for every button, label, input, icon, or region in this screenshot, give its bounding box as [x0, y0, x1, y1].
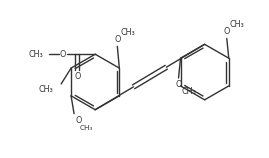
Text: CH₃: CH₃: [29, 50, 44, 59]
Text: CH₃: CH₃: [120, 28, 135, 37]
Text: O: O: [74, 72, 80, 81]
Text: CH₃: CH₃: [182, 87, 196, 96]
Text: CH₃: CH₃: [38, 85, 53, 94]
Text: O: O: [59, 50, 66, 59]
Text: CH₃: CH₃: [230, 20, 245, 29]
Text: O: O: [114, 35, 121, 44]
Text: O: O: [175, 80, 182, 89]
Text: O: O: [224, 27, 230, 36]
Text: O: O: [75, 116, 82, 125]
Text: CH₃: CH₃: [80, 125, 94, 131]
